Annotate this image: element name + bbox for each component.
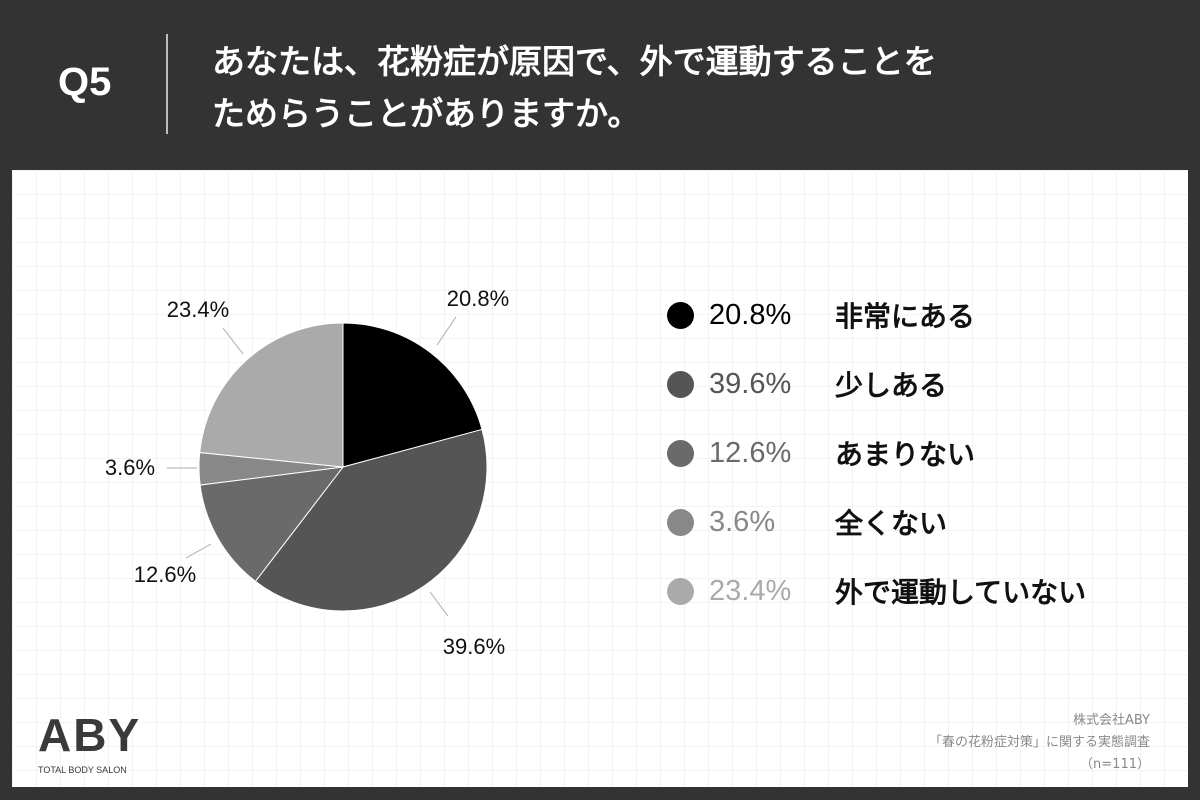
question-header: Q5 あなたは、花粉症が原因で、外で運動することを ためらうことがありますか。 <box>0 0 1200 168</box>
pie-chart: 20.8% 39.6% 12.6% 3.6% 23.4% <box>105 286 509 659</box>
legend-pct-not-much: 12.6% <box>709 436 792 469</box>
legend-item-very: 20.8% 非常にある <box>667 295 1127 335</box>
legend-dot-somewhat <box>667 370 694 398</box>
chart-panel: 20.8% 39.6% 12.6% 3.6% 23.4% 20.8% 非常にある 39.… <box>12 170 1188 787</box>
data-label-somewhat: 39.6% <box>443 634 505 659</box>
question-line-2: ためらうことがありますか。 <box>212 94 641 133</box>
legend-pct-not-at-all: 3.6% <box>709 505 776 538</box>
source-sample: （n=111） <box>1080 757 1150 772</box>
legend-pct-no-exercise: 23.4% <box>709 574 792 607</box>
pie-slice-no-exercise <box>199 322 344 468</box>
leader-line-very <box>436 316 457 346</box>
question-number: Q5 <box>58 60 112 104</box>
pie-slice-somewhat <box>254 428 488 612</box>
question-text: あなたは、花粉症が原因で、外で運動することを ためらうことがありますか。 <box>212 36 937 140</box>
legend-pct-somewhat: 39.6% <box>709 367 792 400</box>
logo-tagline: TOTAL BODY SALON <box>38 765 127 775</box>
legend-label-not-much: あまりない <box>835 438 976 471</box>
logo-mark: ABY <box>38 709 142 761</box>
legend-dot-no-exercise <box>667 577 694 605</box>
source-company: 株式会社ABY <box>1072 713 1150 728</box>
legend-label-no-exercise: 外で運動していない <box>835 576 1087 609</box>
legend-label-very: 非常にある <box>835 300 976 333</box>
leader-line-no-exercise <box>222 327 244 355</box>
pie-slice-very <box>342 322 483 468</box>
legend-dot-not-at-all <box>667 508 694 536</box>
legend-dot-not-much <box>667 439 694 467</box>
question-line-1: あなたは、花粉症が原因で、外で運動することを <box>212 42 937 81</box>
legend-dot-very <box>667 301 694 329</box>
leader-line-somewhat <box>429 591 449 617</box>
data-label-not-at-all: 3.6% <box>105 455 155 480</box>
data-label-no-exercise: 23.4% <box>167 297 229 322</box>
header-divider <box>166 34 168 134</box>
data-label-very: 20.8% <box>447 286 509 311</box>
legend-pct-very: 20.8% <box>709 298 792 331</box>
leader-line-not-much <box>185 543 212 559</box>
legend-item-not-at-all: 3.6% 全くない <box>667 502 1127 542</box>
source-survey: 「春の花粉症対策」に関する実態調査 <box>928 735 1150 750</box>
legend-item-somewhat: 39.6% 少しある <box>667 364 1127 404</box>
source-note: 株式会社ABY 「春の花粉症対策」に関する実態調査 （n=111） <box>929 710 1150 776</box>
pie-slice-not-much <box>199 466 345 583</box>
aby-logo: ABY TOTAL BODY SALON <box>36 708 139 775</box>
legend-label-somewhat: 少しある <box>835 369 948 402</box>
legend-item-no-exercise: 23.4% 外で運動していない <box>667 571 1127 611</box>
legend-item-not-much: 12.6% あまりない <box>667 433 1127 473</box>
data-label-not-much: 12.6% <box>134 562 196 587</box>
legend-label-not-at-all: 全くない <box>835 507 948 540</box>
